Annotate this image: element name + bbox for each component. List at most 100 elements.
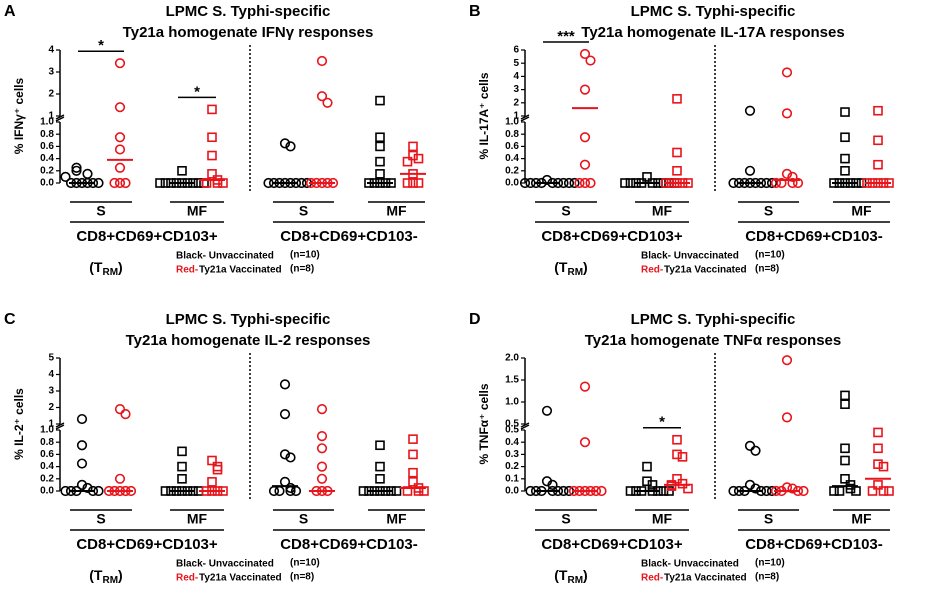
data-point xyxy=(547,479,558,490)
legend-unvaccinated: Black- Unvaccinated xyxy=(176,251,274,262)
legend-unvaccinated: Black- Unvaccinated xyxy=(176,559,274,570)
data-point xyxy=(672,474,682,484)
data-point xyxy=(322,97,333,108)
y-tick-label: 0.4 xyxy=(40,153,54,164)
data-point xyxy=(840,166,850,176)
data-point xyxy=(579,84,591,95)
data-point xyxy=(579,437,591,448)
legend-vaccinated-n: (n=8) xyxy=(755,572,779,583)
data-point xyxy=(279,138,291,149)
data-point xyxy=(177,166,187,176)
data-point xyxy=(177,446,187,457)
data-point xyxy=(658,486,669,496)
y-tick-label: 3 xyxy=(48,386,54,397)
data-point xyxy=(781,168,793,179)
trm-open: (T xyxy=(89,567,103,583)
data-point xyxy=(840,455,850,466)
axis-break xyxy=(520,114,530,120)
data-point xyxy=(285,482,296,494)
subset-label: S xyxy=(764,203,773,219)
data-point xyxy=(781,67,793,78)
y-tick-label: 0.3 xyxy=(505,449,519,460)
y-tick-label: 1 xyxy=(48,111,54,122)
data-point xyxy=(728,177,739,189)
data-point xyxy=(71,162,82,173)
y-tick-label: 0.8 xyxy=(40,129,54,140)
data-point xyxy=(177,474,187,484)
data-point xyxy=(579,381,591,392)
group-label: CD8+CD69+CD103+ xyxy=(76,536,218,553)
chart-title: LPMC S. Typhi-specific xyxy=(166,3,331,20)
data-point xyxy=(375,474,385,484)
trm-close: ) xyxy=(583,567,588,583)
data-point xyxy=(279,379,291,390)
data-point xyxy=(541,405,553,416)
group-label: CD8+CD69+CD103+ xyxy=(541,228,683,245)
trm-sub: RM xyxy=(567,575,583,586)
data-point xyxy=(574,177,585,189)
subset-label: S xyxy=(299,511,308,527)
data-point xyxy=(391,486,402,496)
axis-break xyxy=(55,114,65,120)
data-point xyxy=(60,485,71,497)
data-point xyxy=(770,177,782,189)
legend-vaccinated-n: (n=8) xyxy=(290,264,314,275)
axis-break xyxy=(55,422,65,428)
trm-label: (TRM) xyxy=(554,259,587,278)
data-point xyxy=(728,485,739,497)
data-point xyxy=(840,153,850,164)
y-tick-label: 0.6 xyxy=(505,141,519,152)
data-point xyxy=(375,156,385,167)
data-point xyxy=(114,473,126,484)
data-point xyxy=(776,177,787,189)
data-point xyxy=(114,177,126,189)
data-point xyxy=(766,177,778,189)
data-point xyxy=(279,408,291,420)
significance-label: * xyxy=(659,414,665,431)
data-point xyxy=(642,172,652,182)
data-point xyxy=(672,166,682,176)
data-point xyxy=(744,105,756,116)
panel-label: A xyxy=(4,3,16,20)
legend-vaccinated: Ty21a Vaccinated xyxy=(664,265,747,276)
data-point xyxy=(787,177,798,189)
trm-close: ) xyxy=(583,259,588,275)
data-point xyxy=(375,440,385,451)
data-point xyxy=(744,165,756,176)
data-point xyxy=(647,480,658,490)
subset-label: MF xyxy=(187,203,208,219)
data-point xyxy=(873,459,883,469)
group-label: CD8+CD69+CD103+ xyxy=(76,228,218,245)
data-point xyxy=(840,107,850,117)
trm-open: (T xyxy=(554,567,568,583)
chart-subtitle: Ty21a homogenate IFNγ responses xyxy=(123,24,374,41)
y-tick-label: 2 xyxy=(513,97,519,108)
data-point xyxy=(207,455,217,466)
legend-unvaccinated-n: (n=10) xyxy=(290,250,320,261)
y-axis-label: % IL-17A⁺ cells xyxy=(477,72,491,159)
data-point xyxy=(878,486,889,496)
data-point xyxy=(109,177,120,189)
trm-open: (T xyxy=(89,259,103,275)
y-tick-label: 0.0 xyxy=(40,486,54,497)
y-tick-label: 0.5 xyxy=(505,419,519,430)
y-tick-label: 6 xyxy=(513,45,519,56)
data-point xyxy=(375,169,385,179)
legend-red: Red- xyxy=(641,573,663,584)
legend-red: Red- xyxy=(641,265,663,276)
data-point xyxy=(677,478,688,489)
y-tick-label: 1 xyxy=(48,419,54,430)
subset-label: MF xyxy=(652,203,673,219)
data-point xyxy=(585,55,596,66)
data-point xyxy=(787,171,798,182)
data-point xyxy=(316,443,328,454)
subset-label: MF xyxy=(652,511,673,527)
data-point xyxy=(71,165,82,176)
group-label: CD8+CD69+CD103- xyxy=(280,228,418,245)
y-tick-label: 0.8 xyxy=(505,129,519,140)
data-point xyxy=(76,458,88,469)
y-tick-label: 3 xyxy=(513,84,519,95)
data-point xyxy=(207,477,217,487)
y-tick-label: 0.2 xyxy=(505,461,519,472)
